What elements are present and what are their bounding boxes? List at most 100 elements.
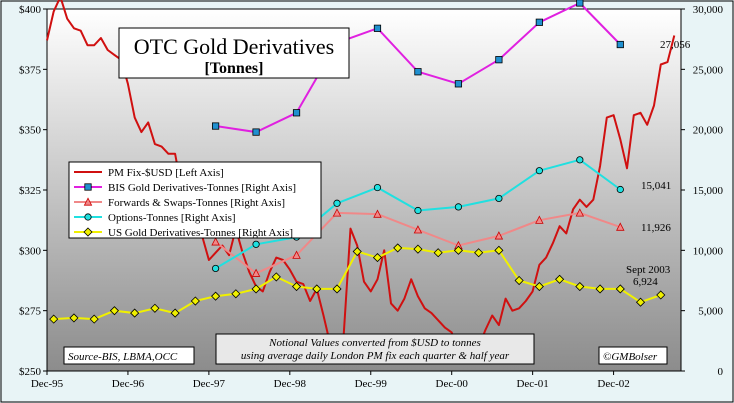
data-point-3 [535,167,543,175]
data-point-2 [251,268,261,277]
title-box [118,27,350,79]
data-point-4 [190,296,200,306]
data-point-4 [130,308,140,318]
right-tick-label: 0 [718,366,724,378]
data-point-4 [150,303,160,313]
x-tick-label: Dec-02 [597,378,629,390]
data-point-1 [292,109,301,117]
source-note: Source-BIS, LBMA,OCC [68,351,178,363]
copyright-note: ©GMBolser [603,351,658,363]
data-point-4 [170,308,180,318]
data-point-3 [454,203,463,211]
right-tick-label: 5,000 [698,306,723,318]
data-point-3 [576,156,584,164]
end-label-bis: 27,056 [660,39,691,51]
data-point-4 [211,291,221,301]
data-point-4 [494,245,504,255]
x-tick-label: Dec-99 [355,378,388,390]
chart-subtitle: [Tonnes] [205,60,264,77]
copyright-box [598,346,668,365]
data-point-4 [372,253,383,263]
source-box [63,346,195,365]
end-label-us: 6,924 [633,276,658,288]
end-label-us-date: Sept 2003 [626,264,671,276]
data-point-4 [534,281,544,292]
data-point-2 [373,209,382,218]
data-point-1 [454,80,463,88]
data-point-4 [474,248,484,258]
data-point-3 [495,194,503,203]
data-point-2 [413,225,423,234]
data-point-2 [535,215,544,224]
x-tick-label: Dec-98 [274,378,307,390]
data-point-4 [635,297,646,307]
legend-label-4: US Gold Derivatives-Tonnes [Right Axis] [108,227,293,239]
legend-label-0: PM Fix-$USD [Left Axis] [108,167,224,179]
left-tick-label: $350 [19,125,42,137]
data-point-3 [373,183,382,192]
data-point-4 [413,244,423,254]
data-point-4 [514,275,524,286]
data-point-4 [555,274,565,284]
end-label-options: 15,041 [641,180,671,192]
data-point-4 [291,281,302,292]
data-point-3 [414,206,422,215]
x-tick-label: Dec-00 [436,378,469,390]
data-point-2 [575,208,585,217]
data-point-3 [616,185,624,194]
data-point-4 [352,246,362,257]
left-tick-label: $250 [19,366,42,378]
data-point-4 [393,243,403,253]
data-point-2 [211,237,220,246]
data-point-1 [211,122,220,130]
right-tick-label: 15,000 [693,185,724,197]
left-tick-label: $300 [19,245,42,257]
x-tick-label: Dec-95 [31,378,64,390]
data-point-2 [494,231,504,240]
data-point-4 [69,313,79,323]
data-point-4 [433,248,443,258]
data-point-3 [252,240,260,248]
data-point-2 [292,250,301,259]
data-point-3 [211,264,220,273]
left-tick-label: $375 [19,64,42,76]
left-tick-label: $325 [19,185,42,197]
left-tick-label: $400 [19,4,42,16]
chart-title: OTC Gold Derivatives [134,34,334,59]
legend-marker-2 [83,197,93,206]
legend-label-2: Forwards & Swaps-Tonnes [Right Axis] [108,197,285,209]
x-tick-label: Dec-97 [193,378,226,390]
data-point-4 [575,281,585,292]
legend-label-1: BIS Gold Derivatives-Tonnes [Right Axis] [108,182,296,194]
axes: $250 $275 $300 $325 $350 $375 $400 0 5,000 10,000… [19,4,724,390]
legend-marker-4 [83,227,93,237]
markers-layer [49,0,666,324]
data-point-4 [312,284,322,294]
series-line-0 [46,0,676,360]
legend-box [68,161,322,239]
data-point-4 [89,314,99,324]
data-point-2 [332,208,342,217]
x-tick-label: Dec-01 [516,378,548,390]
data-point-3 [333,199,341,207]
data-point-4 [251,284,261,294]
x-tick-label: Dec-96 [112,378,145,390]
right-tick-label: 25,000 [693,64,724,76]
data-point-1 [252,128,260,136]
data-point-4 [109,306,119,316]
end-labels: 27,056 15,041 11,926 Sept 2003 6,924 [626,39,691,288]
data-point-4 [49,314,59,324]
data-point-2 [616,222,625,231]
data-point-4 [231,289,241,299]
data-point-1 [616,40,624,49]
notional-note-line2: using average daily London PM fix each q… [241,350,510,362]
data-point-1 [414,68,422,76]
data-point-1 [373,24,382,32]
data-point-4 [332,284,342,294]
legend: PM Fix-$USD [Left Axis] BIS Gold Derivati… [68,161,322,239]
right-tick-label: 30,000 [693,4,724,16]
data-point-4 [595,284,605,294]
data-point-4 [453,245,463,255]
data-point-4 [656,290,666,300]
data-point-1 [535,18,543,26]
